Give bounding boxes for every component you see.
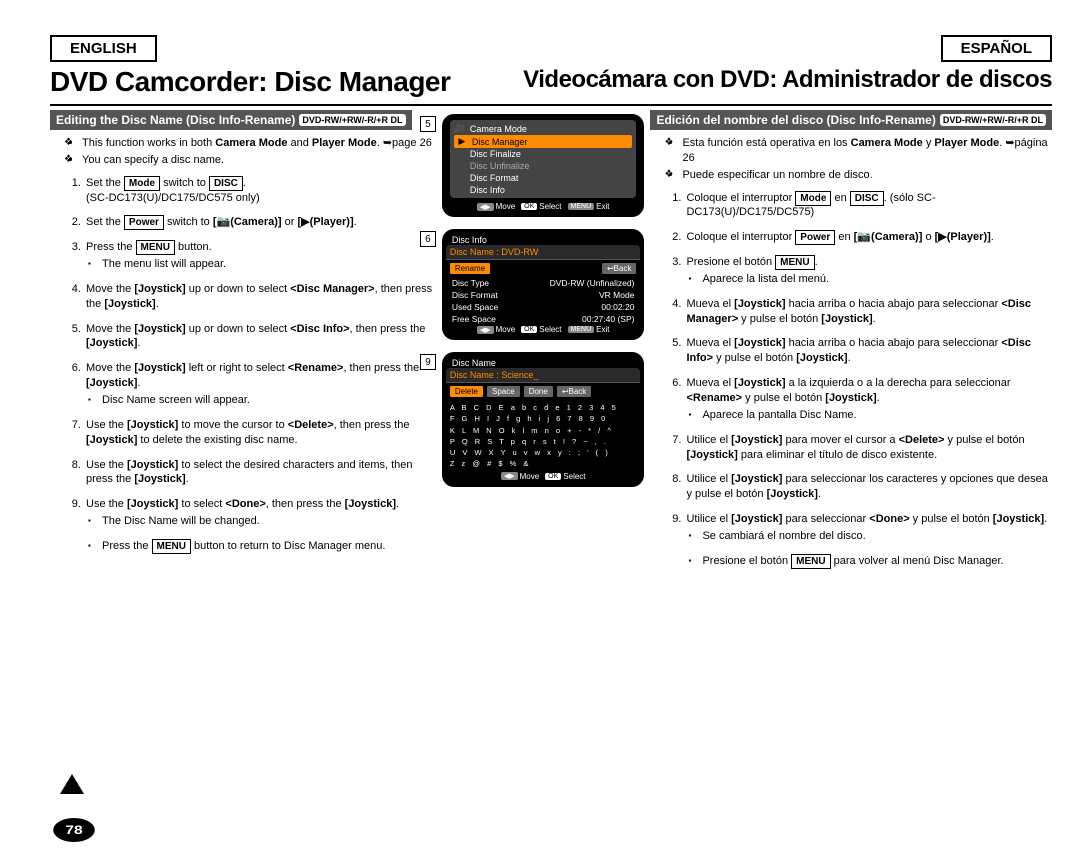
- callout-9: 9: [420, 354, 436, 370]
- note-item: Puede especificar un nombre de disco.: [682, 168, 1052, 183]
- title-es: Videocámara con DVD: Administrador de di…: [523, 66, 1052, 98]
- notes-es: Esta función está operativa en los Camer…: [650, 136, 1052, 183]
- step-item: Use the [Joystick] to move the cursor to…: [84, 418, 436, 448]
- info-row: Disc TypeDVD-RW (Unfinalized): [450, 277, 637, 289]
- menu-item[interactable]: Disc Info: [454, 184, 633, 196]
- steps-en: Set the Mode switch to DISC.(SC-DC173(U)…: [50, 176, 436, 554]
- menu-item[interactable]: Disc Unfinalize: [454, 160, 633, 172]
- back-button[interactable]: ↩Back: [602, 263, 637, 274]
- ok-icon: OK: [521, 326, 537, 333]
- column-english: Editing the Disc Name (Disc Info-Rename)…: [50, 110, 436, 579]
- s6-name: Disc Name : DVD-RW: [446, 245, 641, 260]
- page-titles: DVD Camcorder: Disc Manager Videocámara …: [50, 66, 1052, 106]
- subheading-es: Edición del nombre del disco (Disc Info-…: [650, 110, 1052, 130]
- subhead-text-en: Editing the Disc Name (Disc Info-Rename): [56, 113, 295, 127]
- screenshots-column: 5 🎥Camera Mode ▶Disc ManagerDisc Finaliz…: [442, 110, 645, 579]
- info-row: Disc FormatVR Mode: [450, 289, 637, 301]
- step-item: Mueva el [Joystick] a la izquierda o a l…: [684, 376, 1052, 423]
- title-en: DVD Camcorder: Disc Manager: [50, 66, 450, 98]
- keyboard-button[interactable]: Delete: [450, 386, 483, 397]
- disc-badge: DVD-RW/+RW/-R/+R DL: [940, 114, 1046, 126]
- move-icon: ◀▶: [477, 203, 494, 211]
- callout-5: 5: [420, 116, 436, 132]
- rename-button[interactable]: Rename: [450, 263, 490, 274]
- char-grid[interactable]: A B C D E a b c d e 1 2 3 4 5F G H I J f…: [450, 400, 637, 472]
- ok-icon: OK: [521, 203, 537, 210]
- menu-item[interactable]: Disc Format: [454, 172, 633, 184]
- keyboard-button[interactable]: ↩Back: [557, 386, 592, 397]
- step-item: Press the MENU button.The menu list will…: [84, 240, 436, 272]
- step-item: Utilice el [Joystick] para seleccionar l…: [684, 472, 1052, 502]
- move-icon: ◀▶: [477, 326, 494, 334]
- page-marker-icon: [60, 774, 84, 794]
- screen-6: Disc Info Disc Name : DVD-RW Rename ↩Bac…: [442, 229, 645, 340]
- step-item: Utilice el [Joystick] para seleccionar <…: [684, 512, 1052, 569]
- step-item: Set the Mode switch to DISC.(SC-DC173(U)…: [84, 176, 436, 206]
- step-item: Use the [Joystick] to select <Done>, the…: [84, 497, 436, 554]
- s9-name: Disc Name : Science_: [446, 368, 641, 383]
- step-item: Move the [Joystick] left or right to sel…: [84, 361, 436, 408]
- manual-page: ENGLISH ESPAÑOL DVD Camcorder: Disc Mana…: [0, 0, 1080, 866]
- ok-icon: OK: [545, 473, 561, 480]
- disc-badge: DVD-RW/+RW/-R/+R DL: [299, 114, 405, 126]
- step-item: Presione el botón MENU.Aparece la lista …: [684, 255, 1052, 287]
- subheading-en: Editing the Disc Name (Disc Info-Rename)…: [50, 110, 412, 130]
- s9-title: Disc Name: [450, 358, 637, 368]
- screen-5: 🎥Camera Mode ▶Disc ManagerDisc FinalizeD…: [442, 114, 645, 217]
- info-row: Free Space00:27:40 (SP): [450, 313, 637, 325]
- s5-title: Camera Mode: [470, 124, 527, 134]
- step-item: Coloque el interruptor Power en [📷(Camer…: [684, 230, 1052, 245]
- menu-item[interactable]: ▶Disc Manager: [454, 135, 633, 148]
- screen-9: Disc Name Disc Name : Science_ Delete Spa…: [442, 352, 645, 487]
- char-row: F G H I J f g h i j 6 7 8 9 0: [450, 413, 637, 424]
- step-item: Move the [Joystick] up or down to select…: [84, 282, 436, 312]
- tab-english: ENGLISH: [50, 35, 157, 62]
- info-row: Used Space00:02:20: [450, 301, 637, 313]
- step-item: Set the Power switch to [📷(Camera)] or […: [84, 215, 436, 230]
- notes-en: This function works in both Camera Mode …: [50, 136, 436, 168]
- note-item: This function works in both Camera Mode …: [82, 136, 436, 151]
- move-icon: ◀▶: [501, 472, 518, 480]
- subhead-text-es: Edición del nombre del disco (Disc Info-…: [656, 113, 935, 127]
- tab-espanol: ESPAÑOL: [941, 35, 1052, 62]
- char-row: U V W X Y u v w x y : ; ' ( ): [450, 447, 637, 458]
- page-number: 78: [53, 818, 95, 842]
- char-row: Z z @ # $ % &: [450, 458, 637, 469]
- menu-icon: MENU: [568, 203, 595, 210]
- char-row: K L M N O k l m n o + - * / ^: [450, 425, 637, 436]
- steps-es: Coloque el interruptor Mode en DISC. (só…: [650, 191, 1052, 569]
- note-item: Esta función está operativa en los Camer…: [682, 136, 1052, 166]
- char-row: A B C D E a b c d e 1 2 3 4 5: [450, 402, 637, 413]
- step-item: Mueva el [Joystick] hacia arriba o hacia…: [684, 336, 1052, 366]
- menu-item[interactable]: Disc Finalize: [454, 148, 633, 160]
- menu-icon: MENU: [568, 326, 595, 333]
- keyboard-button[interactable]: Done: [524, 386, 553, 397]
- step-item: Move the [Joystick] up or down to select…: [84, 322, 436, 352]
- step-item: Mueva el [Joystick] hacia arriba o hacia…: [684, 297, 1052, 327]
- step-item: Utilice el [Joystick] para mover el curs…: [684, 433, 1052, 463]
- column-spanish: Edición del nombre del disco (Disc Info-…: [650, 110, 1052, 579]
- keyboard-button[interactable]: Space: [487, 386, 520, 397]
- step-item: Use the [Joystick] to select the desired…: [84, 458, 436, 488]
- char-row: P Q R S T p q r s t ! ? ~ , .: [450, 436, 637, 447]
- s6-title: Disc Info: [450, 235, 637, 245]
- camera-icon: 🎥: [454, 123, 466, 134]
- language-tabs: ENGLISH ESPAÑOL: [50, 35, 1052, 62]
- step-item: Coloque el interruptor Mode en DISC. (só…: [684, 191, 1052, 221]
- note-item: You can specify a disc name.: [82, 153, 436, 168]
- callout-6: 6: [420, 231, 436, 247]
